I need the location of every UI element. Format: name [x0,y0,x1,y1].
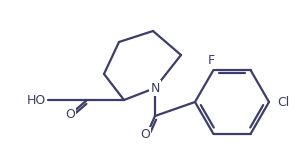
Text: F: F [208,55,215,67]
Text: N: N [150,82,160,95]
Text: O: O [65,108,75,120]
Text: HO: HO [26,93,46,106]
Text: Cl: Cl [277,95,289,109]
Text: O: O [140,129,150,141]
